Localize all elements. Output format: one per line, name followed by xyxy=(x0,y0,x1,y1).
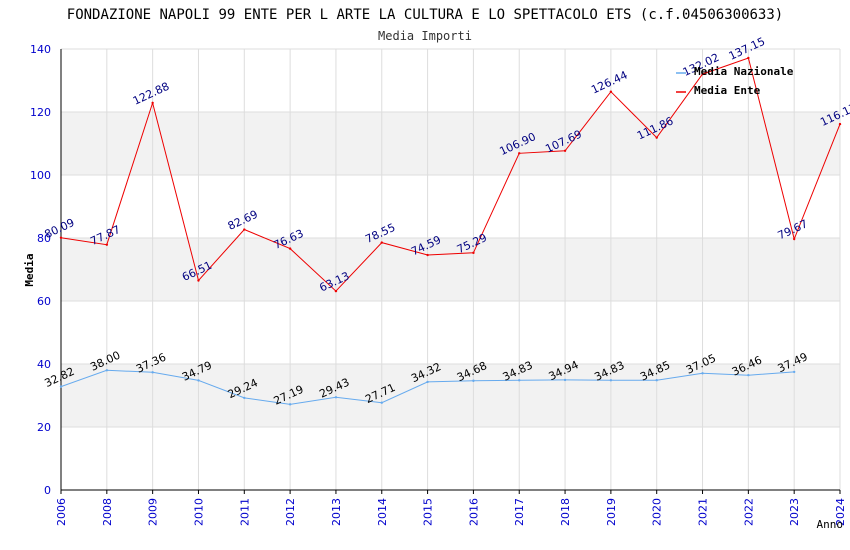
data-point xyxy=(59,236,63,239)
y-tick-label: 120 xyxy=(30,106,51,119)
data-point xyxy=(747,56,750,60)
x-tick-label: 2016 xyxy=(467,498,480,526)
chart-title: FONDAZIONE NAPOLI 99 ENTE PER L ARTE LA … xyxy=(67,7,783,23)
data-point xyxy=(59,385,63,388)
data-label: 82.69 xyxy=(226,208,260,233)
data-point xyxy=(747,373,750,377)
x-tick-label: 2011 xyxy=(238,498,251,526)
data-point xyxy=(334,289,338,293)
data-point xyxy=(151,371,154,374)
x-tick-label: 2006 xyxy=(55,498,68,526)
data-point xyxy=(197,279,200,282)
chart-subtitle: Media Importi xyxy=(378,29,472,43)
series-line-media-ente xyxy=(60,57,841,292)
data-point xyxy=(518,379,521,382)
x-tick-label: 2010 xyxy=(192,498,205,526)
grid-lines xyxy=(60,48,841,491)
data-point xyxy=(655,379,658,382)
x-tick-label: 2008 xyxy=(101,498,114,526)
x-tick-label: 2022 xyxy=(742,498,755,526)
data-point xyxy=(838,122,842,126)
data-label: 80.09 xyxy=(42,216,76,241)
data-point xyxy=(243,228,246,231)
data-point xyxy=(655,136,658,139)
y-tick-label: 60 xyxy=(37,295,51,308)
data-point xyxy=(563,149,567,152)
data-point xyxy=(792,237,796,241)
x-tick-label: 2020 xyxy=(651,498,664,526)
legend-label: Media Nazionale xyxy=(694,65,794,78)
y-tick-label: 40 xyxy=(37,358,51,371)
y-tick-label: 0 xyxy=(44,484,51,497)
x-tick-label: 2019 xyxy=(605,498,618,526)
plot-background-bands xyxy=(61,112,840,427)
data-label: 122.88 xyxy=(131,80,171,108)
data-point xyxy=(563,378,567,382)
data-point xyxy=(288,403,292,406)
data-point xyxy=(380,241,383,244)
data-point xyxy=(151,101,154,105)
data-label: 126.44 xyxy=(589,69,629,97)
data-point xyxy=(472,251,475,255)
x-axis-label: Anno xyxy=(817,518,844,531)
data-point xyxy=(426,380,429,384)
data-point xyxy=(105,243,109,246)
axes: 0 20 40 60 80 100 120 140 2006 2008 2009 2010 2011 20… xyxy=(30,43,847,526)
grid-band xyxy=(61,112,840,175)
x-tick-label: 2021 xyxy=(697,498,710,526)
x-tick-label: 2012 xyxy=(284,498,297,526)
data-point xyxy=(609,379,613,382)
data-point xyxy=(288,247,292,250)
data-point xyxy=(197,379,200,382)
data-point xyxy=(472,379,475,382)
y-tick-label: 140 xyxy=(30,43,51,56)
x-tick-label: 2013 xyxy=(330,498,343,526)
data-point xyxy=(609,90,613,93)
x-tick-label: 2023 xyxy=(788,498,801,526)
data-point xyxy=(105,369,109,372)
grid-band xyxy=(61,238,840,301)
data-point xyxy=(243,396,246,400)
x-tick-label: 2017 xyxy=(513,498,526,526)
grid-band xyxy=(61,364,840,427)
data-point xyxy=(701,72,704,76)
legend: Media Nazionale Media Ente xyxy=(676,65,794,97)
data-point xyxy=(792,370,796,374)
data-point xyxy=(518,152,521,155)
series-lines xyxy=(59,56,842,406)
y-tick-label: 100 xyxy=(30,169,51,182)
x-tick-label: 2009 xyxy=(147,498,160,526)
data-point xyxy=(380,401,383,404)
y-tick-label: 20 xyxy=(37,421,51,434)
data-point xyxy=(701,372,704,375)
x-tick-label: 2015 xyxy=(422,498,435,526)
y-axis-label: Media xyxy=(23,253,36,286)
data-point xyxy=(426,253,429,257)
x-tick-label: 2018 xyxy=(559,498,572,526)
legend-label: Media Ente xyxy=(694,84,761,97)
x-tick-label: 2024 xyxy=(834,498,847,526)
y-tick-label: 80 xyxy=(37,232,51,245)
x-tick-label: 2014 xyxy=(376,498,389,526)
data-point xyxy=(334,396,338,399)
